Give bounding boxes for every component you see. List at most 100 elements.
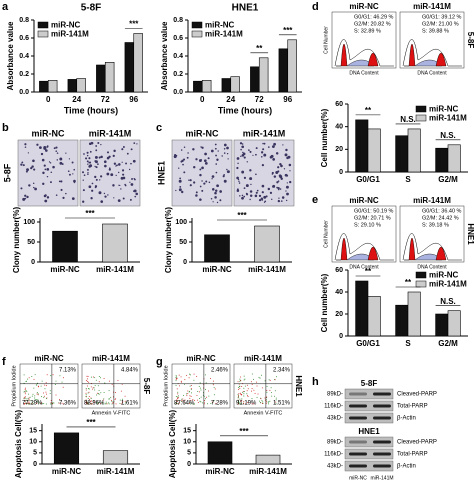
- colony-dot: [258, 198, 262, 202]
- event-dot: [269, 389, 271, 391]
- event-dot: [237, 401, 239, 403]
- event-dot: [61, 381, 63, 383]
- colony-dot: [115, 174, 117, 177]
- event-dot: [193, 373, 195, 375]
- event-dot: [122, 398, 124, 400]
- colony-dot: [42, 171, 45, 175]
- event-dot: [96, 392, 98, 394]
- event-dot: [114, 398, 116, 400]
- legend-swatch: [415, 280, 427, 288]
- event-dot: [188, 391, 190, 393]
- side-label: 5-8F: [142, 378, 151, 395]
- event-dot: [112, 401, 114, 403]
- event-dot: [275, 399, 277, 401]
- event-dot: [103, 391, 105, 393]
- colony-dot: [243, 156, 246, 159]
- event-dot: [93, 401, 95, 403]
- colony-dot: [195, 191, 198, 194]
- colony-dot: [280, 164, 283, 168]
- colony-dot: [249, 194, 253, 198]
- colony-dot: [240, 148, 242, 151]
- event-dot: [237, 397, 239, 399]
- colony-dot: [50, 181, 52, 184]
- colony-dot: [32, 159, 35, 163]
- event-dot: [40, 385, 42, 387]
- event-dot: [122, 400, 124, 402]
- y-tick-label: 20: [335, 146, 343, 153]
- event-dot: [62, 377, 64, 379]
- event-dot: [190, 395, 192, 397]
- x-tick-label: miR-141M: [96, 265, 134, 274]
- event-dot: [237, 381, 239, 383]
- colony-dot: [246, 193, 249, 196]
- event-dot: [63, 403, 65, 405]
- image-title: miR-141M: [243, 128, 286, 138]
- bar: [258, 57, 269, 93]
- colony-dot: [89, 150, 92, 153]
- event-dot: [33, 378, 35, 380]
- colony-dot: [33, 186, 35, 189]
- event-dot: [189, 401, 191, 403]
- significance-label: ***: [129, 20, 139, 29]
- plot-title: miR-NC: [349, 196, 379, 205]
- event-dot: [241, 399, 243, 401]
- event-dot: [275, 397, 277, 399]
- bar: [447, 144, 461, 173]
- y-tick-label: 0.6: [19, 35, 29, 42]
- blot-band: [349, 452, 367, 456]
- event-dot: [90, 403, 92, 405]
- blot-strip: [344, 436, 394, 448]
- image-title: miR-NC: [32, 128, 65, 138]
- colony-dot: [246, 161, 248, 163]
- colony-dot: [73, 181, 76, 184]
- event-dot: [54, 383, 56, 385]
- event-dot: [243, 395, 245, 397]
- colony-dot: [249, 177, 253, 181]
- y-tick-label: 40: [335, 289, 343, 296]
- event-dot: [264, 399, 266, 401]
- event-dot: [23, 398, 25, 400]
- phase-value: G0/G1: 39.12 %: [422, 14, 462, 20]
- event-dot: [186, 393, 188, 395]
- colony-dot: [44, 168, 47, 171]
- event-dot: [86, 378, 88, 380]
- y-tick-label: 0.2: [19, 71, 29, 78]
- event-dot: [182, 398, 184, 400]
- x-tick-label: 24: [226, 95, 235, 104]
- colony-dot: [88, 161, 92, 164]
- event-dot: [61, 402, 63, 404]
- colony-dot: [216, 184, 219, 188]
- event-dot: [200, 396, 202, 398]
- event-dot: [35, 384, 37, 386]
- colony-dot: [108, 168, 111, 171]
- event-dot: [180, 381, 182, 383]
- colony-dot: [82, 189, 85, 192]
- event-dot: [44, 384, 46, 386]
- colony-dot: [86, 151, 89, 154]
- event-dot: [215, 402, 217, 404]
- axis-label: Propidium Iodide: [163, 365, 169, 406]
- colony-dot: [65, 152, 67, 154]
- event-dot: [45, 391, 47, 393]
- significance-label: **: [405, 278, 412, 287]
- event-dot: [244, 378, 246, 380]
- colony-dot: [199, 185, 202, 188]
- side-label: HNE1: [294, 375, 303, 397]
- colony-dot: [50, 171, 53, 173]
- colony-dot: [215, 189, 218, 192]
- bar: [52, 230, 78, 263]
- marker-size: 116kD-: [324, 404, 343, 410]
- colony-dot: [87, 172, 89, 174]
- lane-label: miR-141M: [370, 475, 393, 481]
- y-tick-label: 0: [31, 259, 35, 266]
- event-dot: [237, 403, 239, 405]
- colony-dot: [71, 197, 75, 200]
- colony-dot: [193, 181, 196, 184]
- y-axis-label: Cell number(%): [320, 108, 329, 167]
- bar: [287, 39, 297, 93]
- event-dot: [208, 395, 210, 397]
- event-dot: [92, 376, 94, 378]
- event-dot: [240, 380, 242, 382]
- event-dot: [177, 395, 179, 397]
- colony-dot: [236, 166, 239, 170]
